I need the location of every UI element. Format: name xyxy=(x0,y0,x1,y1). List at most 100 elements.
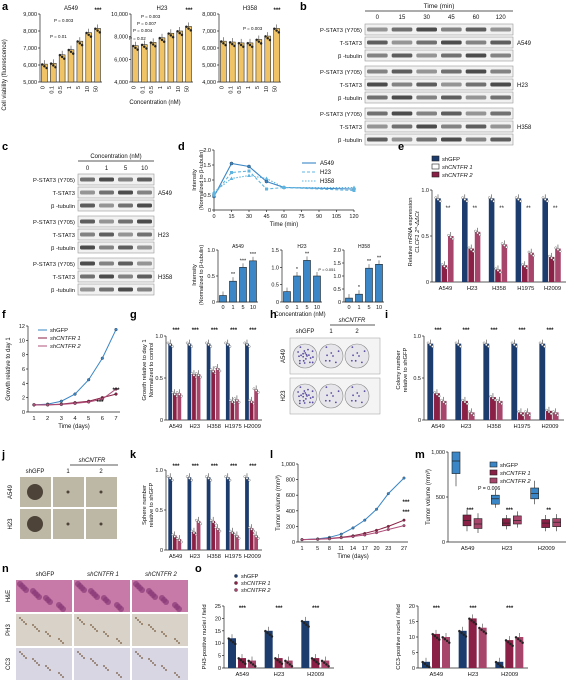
a-y-tick-label: 5,000 xyxy=(202,63,216,69)
o-left-bar xyxy=(228,638,236,668)
k-significance: *** xyxy=(192,464,200,470)
e-point xyxy=(434,196,438,199)
a-bar xyxy=(85,32,92,83)
c-band xyxy=(99,203,114,208)
o-left-point xyxy=(249,661,253,664)
n-tissue-nucleus xyxy=(105,633,107,635)
o-left-point xyxy=(244,662,247,666)
e-significance: ** xyxy=(553,206,558,212)
o-left-point xyxy=(315,660,318,664)
f-xtick-label: 2 xyxy=(46,416,49,422)
f-xtick-label: 5 xyxy=(87,416,90,422)
e-significance: ** xyxy=(472,206,477,212)
n-tissue-nucleus xyxy=(178,642,180,644)
a-point xyxy=(275,29,278,32)
a-point xyxy=(71,52,75,55)
e-point xyxy=(550,256,553,260)
a-plot-title: H23 xyxy=(156,6,168,12)
n-tissue-nucleus xyxy=(135,617,137,619)
i-point xyxy=(442,400,445,404)
c-band xyxy=(118,177,133,182)
g-point xyxy=(226,343,230,346)
d-series-marker xyxy=(265,187,268,191)
g-point xyxy=(178,393,181,396)
g-bar xyxy=(187,343,192,420)
i-significance: *** xyxy=(462,328,470,334)
b-time-tick: 15 xyxy=(399,15,406,21)
g-point xyxy=(205,341,208,345)
a-point xyxy=(154,44,157,48)
d-bars-y-tick-label: 0 xyxy=(276,300,279,306)
d-line-xtick-label: 105 xyxy=(332,214,341,220)
h-colony xyxy=(308,354,310,357)
a-category-label: 1 xyxy=(67,86,73,89)
h-colony xyxy=(304,392,307,394)
o-left-point xyxy=(327,665,330,668)
h-plate-well xyxy=(292,343,318,369)
c-band xyxy=(118,219,133,224)
g-point xyxy=(197,374,200,377)
n-tissue-nucleus xyxy=(118,606,124,612)
n-tissue-nucleus xyxy=(105,599,111,605)
c-band xyxy=(118,261,133,266)
e-point xyxy=(527,250,531,254)
e-bar xyxy=(435,198,441,282)
panel-c: Concentration (nM)0 1 5 10 P-STAT3 (Y705) T-S… xyxy=(33,154,173,296)
o-legend-label: shGFP xyxy=(241,574,259,580)
o-right-point xyxy=(474,622,478,626)
b-blot-strip xyxy=(364,91,514,104)
i-point xyxy=(547,410,551,414)
e-bar xyxy=(447,236,454,282)
m-significance: ** xyxy=(546,508,551,514)
o-left-point xyxy=(302,621,306,625)
d-bars-bar xyxy=(375,263,383,303)
i-bar xyxy=(462,400,468,420)
o-right-point xyxy=(472,621,476,624)
a-y-tick-label: 7,000 xyxy=(202,29,216,35)
g-point xyxy=(209,345,213,348)
o-left-point xyxy=(290,665,294,668)
h-header: shCNTFR xyxy=(339,318,366,324)
i-point xyxy=(426,341,430,345)
b-band xyxy=(391,95,413,100)
j-sphere xyxy=(27,516,43,532)
e-point xyxy=(438,200,442,203)
b-time-tick: 0 xyxy=(376,15,380,21)
d-bars-category: 10 xyxy=(250,305,256,311)
h-colony xyxy=(303,350,306,352)
n-tissue-nucleus xyxy=(163,667,165,669)
g-significance: *** xyxy=(230,328,238,334)
n-tissue-nucleus xyxy=(105,667,107,669)
c-band xyxy=(137,177,152,182)
panel-g: Growth relative to day 1 Normalized to co… xyxy=(142,328,262,430)
k-point xyxy=(231,531,234,535)
a-bar xyxy=(132,45,139,83)
h-plate-well xyxy=(344,383,370,409)
a-pvalue: P = 0.02 xyxy=(129,36,146,41)
d-series-marker xyxy=(264,176,269,180)
f-xlabel: Time (days) xyxy=(58,424,89,430)
l-series-marker xyxy=(300,538,304,542)
g-point xyxy=(252,387,256,391)
d-line-xtick-label: 60 xyxy=(281,214,287,220)
d-line-xtick-label: 0 xyxy=(212,214,215,220)
b-band xyxy=(441,82,462,87)
d-line-xtick-label: 120 xyxy=(349,214,358,220)
b-band xyxy=(367,27,388,32)
h-plate-well xyxy=(318,343,344,369)
a-point xyxy=(228,41,232,44)
b-band xyxy=(490,95,511,100)
n-tissue-nucleus xyxy=(79,619,81,621)
e-point xyxy=(494,267,498,271)
n-tissue-nucleus xyxy=(148,658,150,660)
h-column-label: shGFP xyxy=(296,329,315,335)
k-significance: *** xyxy=(211,464,219,470)
e-point xyxy=(498,271,502,274)
l-y-tick-label: 800 xyxy=(286,478,295,484)
n-tissue-nucleus xyxy=(21,619,23,621)
d-series-marker xyxy=(247,169,251,173)
o-left-point xyxy=(231,640,235,644)
panel-d: Intensity (Normalized to β-tubulin)00.51.… xyxy=(192,148,384,318)
b-band xyxy=(441,40,462,45)
i-point xyxy=(482,341,486,345)
